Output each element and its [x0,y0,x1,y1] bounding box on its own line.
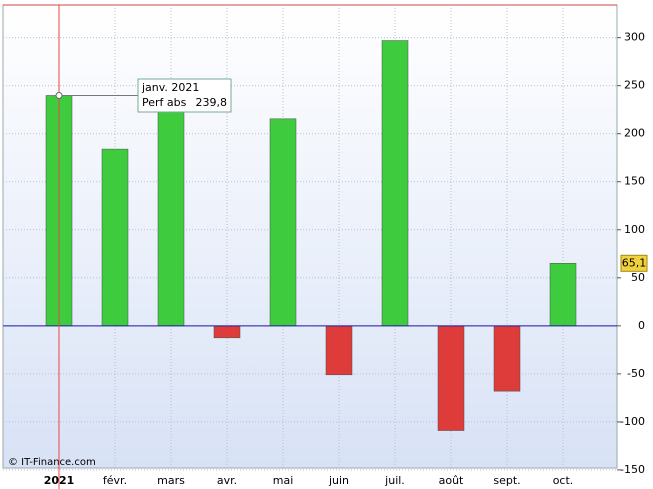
y-tick-label: 100 [624,223,645,236]
y-tick-label: 300 [624,31,645,44]
y-tick-label: -150 [620,463,645,476]
x-tick-label: août [439,474,464,487]
bar [493,325,521,392]
bar [213,325,241,339]
x-tick-label: oct. [553,474,574,487]
y-tick-label: 200 [624,127,645,140]
tooltip [137,78,232,113]
bar [269,118,297,327]
bar [437,325,465,431]
bar [549,263,577,327]
y-tick-label: 0 [638,319,645,332]
tooltip-label: Perf abs [142,96,187,109]
x-tick-label: févr. [103,474,127,487]
x-tick-label: mai [273,474,294,487]
y-tick-label: -100 [620,415,645,428]
last-value-badge [620,254,648,272]
bar [381,40,409,327]
tooltip-value: 239,8 [196,96,228,109]
x-tick-label: juil. [384,474,405,487]
credit: © IT-Finance.com [8,457,96,468]
y-tick-label: 50 [631,271,645,284]
x-tick-label: avr. [217,474,237,487]
bar [157,107,185,327]
y-tick-label: -50 [627,367,645,380]
plot-area [2,4,618,469]
tooltip-title: janv. 2021 [141,81,199,94]
bar [325,325,353,376]
x-tick-label: mars [157,474,185,487]
x-tick-label: sept. [493,474,520,487]
last-value-label: 65,1 [622,256,647,269]
x-tick-label: juin [328,474,349,487]
bar [101,148,129,327]
y-tick-label: 250 [624,79,645,92]
crosshair-dot [55,91,63,99]
y-tick-label: 150 [624,175,645,188]
